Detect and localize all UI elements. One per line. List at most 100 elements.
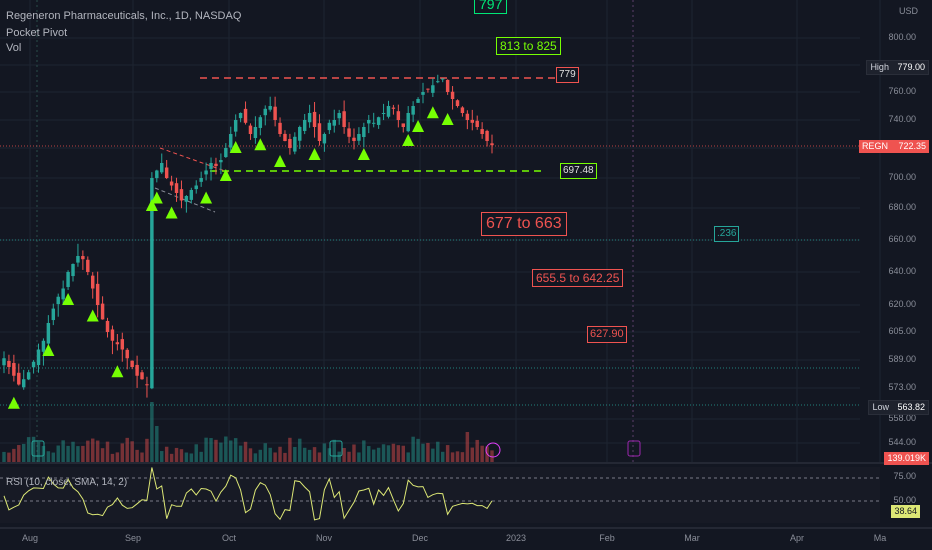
volume-bar (110, 453, 115, 462)
candle-body (367, 120, 371, 124)
volume-bar (150, 402, 154, 462)
price-tick: 605.00 (888, 326, 916, 336)
candle-body (386, 106, 391, 117)
channel-top (159, 147, 229, 173)
rsi-line (3, 467, 493, 521)
price-tick: 660.00 (888, 234, 916, 244)
candle-body (288, 138, 292, 148)
volume-bar (302, 447, 307, 462)
price-tick: 589.00 (888, 354, 916, 364)
volume-bar (81, 445, 85, 462)
candle-body (475, 120, 479, 127)
time-tick: Feb (599, 533, 615, 543)
candle-body (130, 360, 134, 367)
volume-bar (416, 438, 420, 462)
volume-bar (376, 447, 381, 462)
price-tick: 700.00 (888, 172, 916, 182)
volume-bar (450, 452, 455, 462)
candle-body (194, 185, 198, 190)
candle-body (273, 106, 277, 120)
candle-body (460, 107, 465, 113)
volume-bar (401, 445, 405, 462)
volume-bar (411, 436, 415, 462)
volume-bar (436, 441, 440, 462)
candle-body (150, 178, 154, 389)
volume-bar (179, 449, 184, 462)
candle-body (436, 81, 440, 83)
dividend-marker (485, 442, 501, 458)
volume-bar (31, 436, 36, 462)
volume-bar (278, 446, 282, 462)
candle-body (381, 113, 386, 114)
volume-bar (460, 452, 465, 462)
volume-bar (61, 440, 65, 462)
pocket-pivot-signal (274, 155, 287, 167)
candle-body (302, 120, 307, 131)
volume-bar (312, 447, 317, 462)
candle-body (243, 108, 248, 123)
pocket-pivot-signal (357, 148, 370, 160)
candle-body (66, 272, 70, 287)
volume-bar (470, 447, 475, 462)
candle-body (362, 127, 366, 138)
candle-body (332, 120, 336, 126)
volume-bar (440, 451, 445, 462)
volume-bar (283, 452, 287, 462)
candle-body (184, 196, 189, 202)
candle-body (224, 148, 228, 158)
candle-body (26, 372, 31, 380)
pocket-pivot-signal (412, 120, 425, 132)
volume-bar (140, 452, 144, 462)
volume-bar (209, 438, 213, 462)
candle-body (480, 129, 484, 134)
price-tick: 640.00 (888, 266, 916, 276)
volume-bar (76, 446, 80, 462)
volume-bar (465, 432, 470, 462)
candle-body (490, 143, 494, 146)
candle-body (391, 107, 396, 109)
pocket-pivot-signal (402, 134, 415, 146)
candle-body (7, 360, 11, 367)
candle-body (140, 372, 144, 380)
volume-bar (184, 452, 189, 462)
pocket-pivot-signal (111, 365, 124, 378)
volume-bar (490, 450, 494, 462)
volume-bar (105, 441, 110, 462)
volume-bar (396, 445, 401, 462)
level-box-655-642: 655.5 to 642.25 (532, 269, 624, 287)
volume-bar (51, 452, 56, 462)
candle-body (199, 178, 203, 182)
candles (2, 74, 494, 398)
candle-body (357, 134, 361, 141)
volume-bar (298, 438, 302, 462)
candle-body (31, 361, 36, 368)
volume-bar (406, 452, 410, 462)
rsi-label[interactable]: RSI (10, close, SMA, 14, 2) (6, 477, 128, 488)
volume-bar (243, 441, 248, 462)
candle-body (371, 122, 376, 124)
pocket-pivot-signal (7, 396, 20, 409)
candle-body (307, 113, 312, 123)
candle-body (105, 320, 110, 332)
volume-bars (2, 402, 641, 462)
pocket-pivot-signal (62, 293, 75, 305)
candle-body (71, 264, 75, 277)
candle-body (440, 78, 445, 80)
pocket-pivot-signal (165, 206, 178, 219)
candle-body (238, 113, 243, 119)
volume-bar (317, 452, 322, 462)
candle-body (258, 117, 263, 128)
volume-bar (155, 426, 159, 462)
candle-body (204, 170, 208, 175)
high-tag: High 779.00 (866, 60, 929, 75)
level-box-797: 797 (474, 0, 508, 14)
rsi-tick-50: 50.00 (893, 495, 916, 505)
indicator-volume[interactable]: Vol (6, 42, 22, 54)
volume-bar (125, 437, 129, 462)
low-label: Low (872, 402, 889, 412)
indicator-pocket-pivot[interactable]: Pocket Pivot (6, 27, 68, 39)
pocket-pivot-signal (254, 138, 267, 151)
volume-bar (367, 446, 371, 462)
volume-bar (169, 453, 174, 462)
